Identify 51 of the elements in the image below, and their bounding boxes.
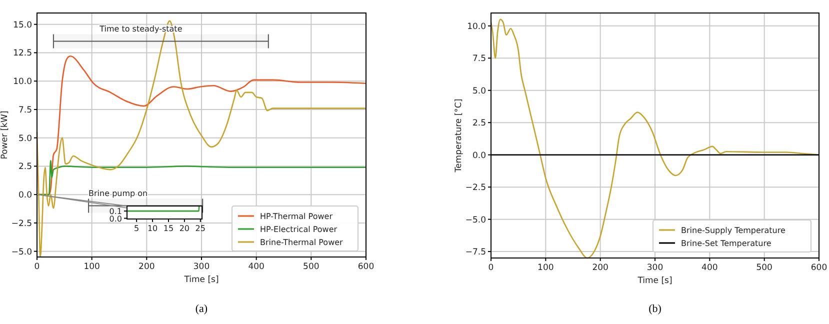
x-tick-label: 300 — [193, 262, 210, 272]
y-tick-label: 10.0 — [467, 22, 486, 32]
x-tick-label: 400 — [248, 262, 264, 272]
x-tick-label: 10 — [147, 224, 158, 233]
legend-label: HP-Electrical Power — [260, 225, 338, 234]
y-tick-label: 2.5 — [472, 118, 486, 129]
x-tick-label: 400 — [702, 263, 718, 273]
y-tick-label: 7.5 — [18, 105, 32, 116]
x-tick-label: 600 — [810, 263, 828, 273]
x-tick-label: 500 — [303, 262, 320, 272]
line-series — [36, 20, 367, 258]
x-tick-label: 0 — [488, 263, 494, 273]
text: (b) — [648, 303, 662, 315]
y-tick-label: 2.5 — [18, 162, 32, 172]
y-tick-label: 7.5 — [472, 54, 486, 64]
y-tick-label: −2.5 — [465, 183, 486, 194]
x-axis-title: Time [s] — [636, 276, 672, 286]
y-tick-label: −5.0 — [465, 215, 486, 226]
y-tick-label: 5.0 — [472, 86, 486, 96]
x-tick-label: 5 — [134, 224, 140, 233]
text: (a) — [195, 303, 208, 315]
y-axis-title: Power [kW] — [0, 110, 10, 160]
band-label: Brine pump on — [88, 188, 148, 198]
y-tick-label: −5.0 — [11, 247, 32, 258]
x-tick-label: 25 — [195, 224, 206, 233]
x-tick-label: 100 — [84, 262, 100, 272]
y-tick-label: −2.5 — [11, 218, 32, 229]
y-tick-label: 0.0 — [109, 214, 122, 224]
x-tick-label: 0 — [34, 262, 40, 272]
y-tick-label: −7.5 — [465, 248, 486, 258]
legend-label: HP-Thermal Power — [260, 212, 334, 221]
y-tick-label: 0.1 — [109, 207, 122, 216]
x-tick-label: 500 — [756, 263, 772, 273]
x-tick-label: 15 — [163, 224, 174, 233]
x-tick-label: 600 — [358, 262, 374, 272]
y-tick-label: 10.0 — [13, 77, 32, 88]
x-tick-label: 200 — [592, 263, 608, 273]
legend-label: Brine-Thermal Power — [260, 238, 344, 247]
y-tick-label: 15.0 — [13, 20, 32, 30]
x-tick-label: 300 — [646, 263, 664, 273]
legend-label: Brine-Supply Temperature — [681, 226, 786, 235]
y-tick-label: 0.0 — [472, 150, 486, 161]
legend-label: Brine-Set Temperature — [681, 239, 772, 248]
y-tick-label: 12.5 — [13, 48, 32, 59]
x-tick-label: 200 — [138, 262, 155, 272]
x-axis-title: Time [s] — [183, 275, 219, 285]
y-tick-label: 5.0 — [18, 134, 32, 144]
y-axis-title: Temperature [°C] — [454, 98, 464, 174]
x-tick-label: 100 — [538, 263, 554, 273]
y-tick-label: 0.0 — [18, 190, 32, 201]
x-tick-label: 20 — [179, 224, 190, 233]
